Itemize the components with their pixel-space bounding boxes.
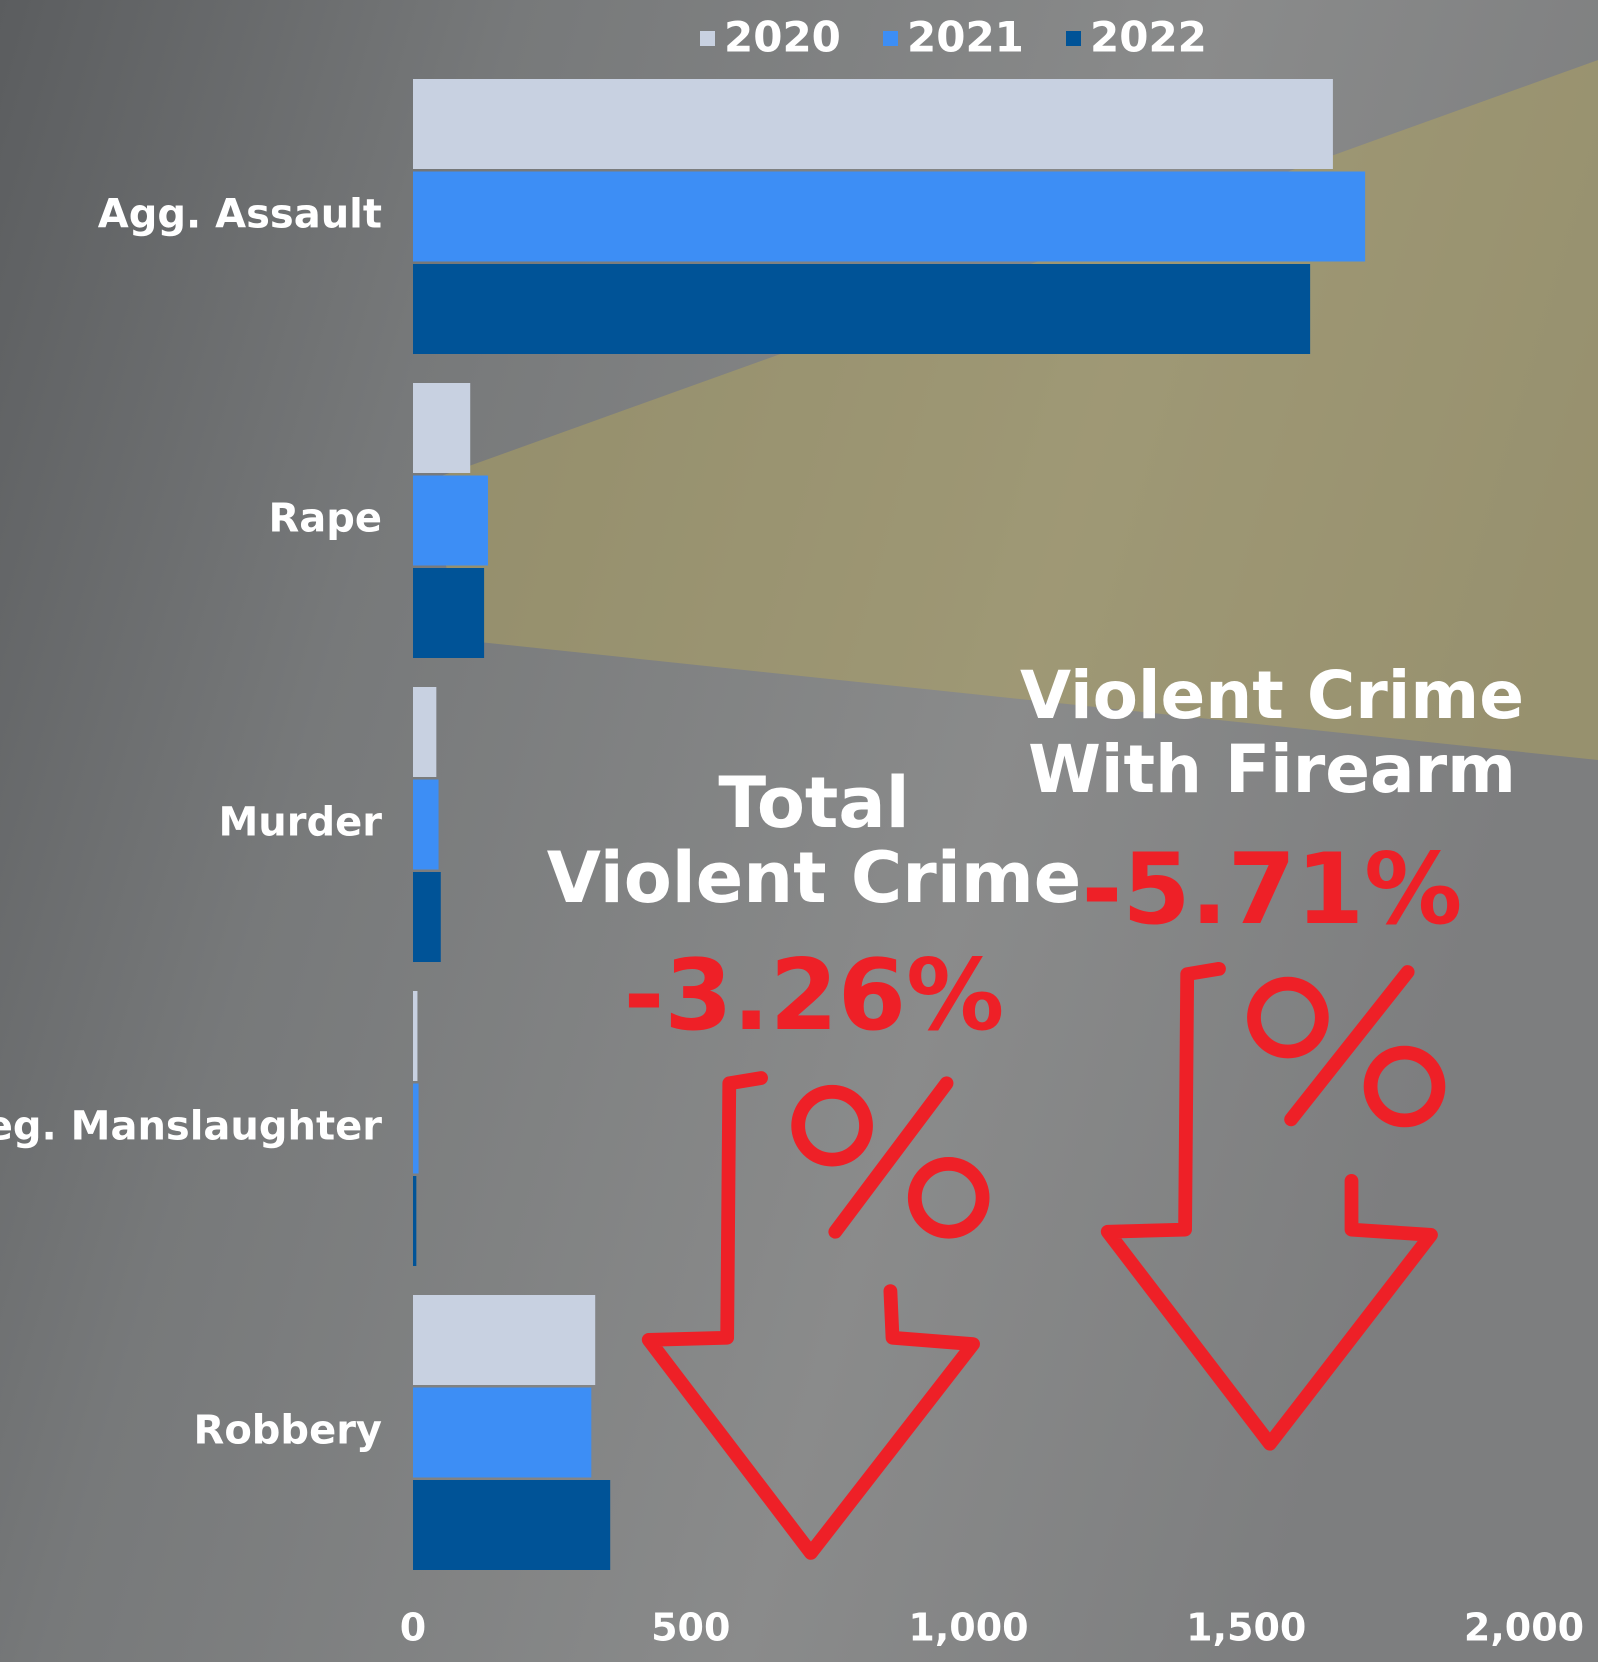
bar [413, 1480, 611, 1570]
bar [413, 1387, 592, 1478]
legend-label: 2022 [1090, 13, 1207, 62]
bar [413, 568, 485, 658]
legend-marker [1066, 31, 1081, 46]
percent-icon [1247, 976, 1329, 1059]
x-tick-label: 1,500 [1186, 1606, 1306, 1650]
arrow-icons [641, 961, 1446, 1560]
bar [413, 264, 1311, 354]
bar [413, 475, 488, 566]
annotation-title: Total [718, 762, 909, 844]
y-tick-label: Murder [219, 800, 383, 846]
x-tick-label: 1,000 [908, 1606, 1028, 1650]
legend-marker [700, 31, 715, 46]
bar [413, 872, 441, 962]
down-arrow [1100, 961, 1438, 1451]
down-arrow [641, 1071, 980, 1560]
bar [413, 383, 471, 473]
y-tick-label: Agg. Assault [98, 192, 382, 238]
legend-marker [883, 31, 898, 46]
bar [413, 779, 439, 870]
bar [413, 171, 1366, 262]
annotation-title: Violent Crime [1020, 657, 1524, 734]
legend-label: 2020 [724, 13, 841, 62]
bar [413, 1295, 596, 1385]
bar [413, 1176, 417, 1266]
percent-icon [1363, 1045, 1446, 1128]
bar [413, 1083, 419, 1174]
percent-icon [907, 1156, 990, 1239]
bar [413, 687, 437, 777]
y-tick-label: Neg. Manslaughter [0, 1104, 382, 1150]
legend-label: 2021 [907, 13, 1024, 62]
bar [413, 79, 1333, 169]
annotation-title: With Firearm [1028, 731, 1516, 808]
percent-icon [828, 1076, 954, 1239]
x-tick-label: 2,000 [1464, 1606, 1584, 1650]
annotation-title: Violent Crime [547, 837, 1081, 919]
y-tick-label: Rape [268, 496, 382, 542]
y-tick-label: Robbery [194, 1408, 382, 1454]
percent-icon [791, 1084, 873, 1167]
annotation-change: -5.71% [1082, 833, 1463, 947]
x-tick-label: 500 [651, 1606, 730, 1650]
bar [413, 991, 418, 1081]
percent-icon [1284, 965, 1415, 1127]
annotation-change: -3.26% [624, 939, 1005, 1053]
x-tick-label: 0 [400, 1606, 426, 1650]
